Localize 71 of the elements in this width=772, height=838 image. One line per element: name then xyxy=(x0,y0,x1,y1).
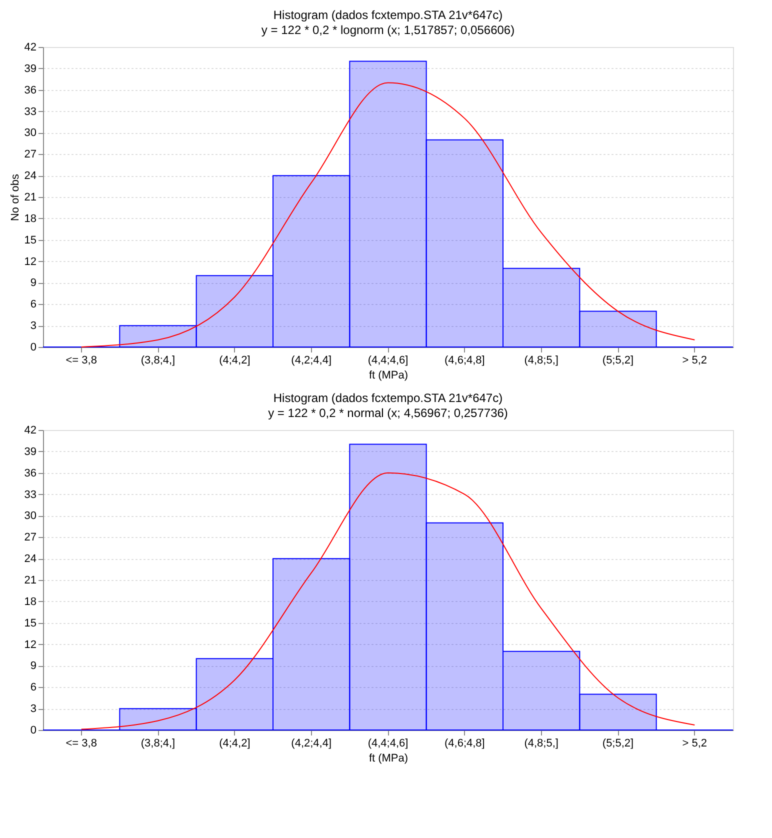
y-tick-label: 6 xyxy=(30,298,36,311)
y-tick-label: 9 xyxy=(30,277,36,290)
x-tick-label: (4,6;4,8] xyxy=(444,354,485,366)
bar xyxy=(349,60,427,348)
y-tick-label: 36 xyxy=(24,467,36,480)
y-tick-label: 27 xyxy=(24,148,36,161)
y-tick-label: 30 xyxy=(24,510,36,522)
bar xyxy=(119,325,197,348)
bar xyxy=(196,275,274,348)
chart-title: Histogram (dados fcxtempo.STA 21v*647c) xyxy=(273,8,503,22)
y-tick-label: 21 xyxy=(24,574,36,586)
chart-subtitle: y = 122 * 0,2 * lognorm (x; 1,517857; 0,056606) xyxy=(261,23,515,37)
y-tick-label: 12 xyxy=(24,638,36,651)
x-tick-label: (3,8;4,] xyxy=(140,354,176,366)
x-tick-label: (4,4;4,6] xyxy=(368,738,408,750)
bar xyxy=(272,558,350,730)
y-axis-title: No of obs xyxy=(9,173,22,222)
y-tick-label: 3 xyxy=(30,320,36,332)
x-tick-label: (5;5,2] xyxy=(602,738,634,750)
x-tick-label: (4,8;5,] xyxy=(524,354,558,366)
x-axis-title: ft (MPa) xyxy=(368,370,408,382)
bar xyxy=(196,658,274,730)
y-tick-label: 27 xyxy=(24,532,36,544)
y-tick-label: 39 xyxy=(24,62,36,75)
chart-title: Histogram (dados fcxtempo.STA 21v*647c) xyxy=(273,391,503,405)
bar xyxy=(502,268,580,348)
y-tick-label: 33 xyxy=(24,488,36,501)
bar xyxy=(502,650,580,730)
x-tick-label: (4,6;4,8] xyxy=(444,738,485,750)
line-series xyxy=(80,472,696,730)
y-tick-label: 18 xyxy=(24,212,36,225)
y-tick-label: 6 xyxy=(30,682,36,694)
x-tick-label: <= 3,8 xyxy=(66,354,97,366)
x-axis-title: ft (MPa) xyxy=(368,752,408,764)
y-tick-label: 24 xyxy=(24,553,36,566)
y-tick-label: 12 xyxy=(24,256,36,268)
x-tick-label: (4,8;5,] xyxy=(524,738,558,750)
y-tick-label: 15 xyxy=(24,617,36,630)
y-tick-label: 36 xyxy=(24,84,36,96)
y-tick-label: 18 xyxy=(24,596,36,608)
bar xyxy=(426,139,504,348)
x-tick-label: (4;4,2] xyxy=(219,738,250,750)
y-tick-label: 21 xyxy=(24,192,36,204)
x-tick-label: (4,2;4,4] xyxy=(291,738,332,750)
line-series xyxy=(80,82,696,348)
x-tick-label: (4,2;4,4] xyxy=(291,354,332,366)
bar xyxy=(349,444,427,730)
y-tick-label: 15 xyxy=(24,234,36,246)
bar xyxy=(579,694,657,730)
x-tick-label: <= 3,8 xyxy=(66,738,97,750)
x-tick-label: > 5,2 xyxy=(682,738,708,750)
y-tick-label: 3 xyxy=(30,703,36,716)
y-tick-label: 9 xyxy=(30,660,36,672)
y-tick-label: 24 xyxy=(24,170,36,182)
y-tick-label: 0 xyxy=(30,724,36,736)
x-tick-label: (4;4,2] xyxy=(219,354,250,366)
y-tick-label: 42 xyxy=(24,424,36,436)
y-tick-label: 42 xyxy=(24,42,36,54)
bar xyxy=(579,310,657,348)
y-tick-label: 30 xyxy=(24,127,36,140)
x-tick-label: (3,8;4,] xyxy=(140,738,176,750)
x-tick-label: > 5,2 xyxy=(682,354,708,366)
bar xyxy=(426,522,504,730)
x-tick-label: (5;5,2] xyxy=(602,354,634,366)
y-tick-label: 39 xyxy=(24,446,36,458)
chart-subtitle: y = 122 * 0,2 * normal (x; 4,56967; 0,257736) xyxy=(268,406,508,420)
x-tick-label: (4,4;4,6] xyxy=(368,354,408,366)
y-tick-label: 33 xyxy=(24,106,36,118)
y-tick-label: 0 xyxy=(30,342,36,354)
bar xyxy=(119,708,197,730)
bar xyxy=(272,175,350,348)
